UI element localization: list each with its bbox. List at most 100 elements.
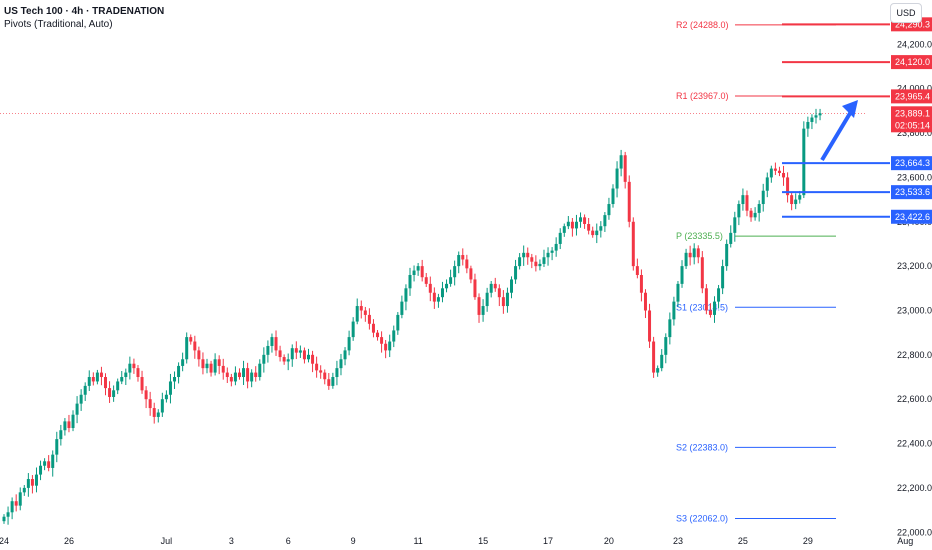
candle-body	[798, 195, 802, 200]
candle-body	[148, 399, 152, 409]
candle-body	[323, 372, 327, 380]
pivot-label-r1: R1 (23967.0)	[676, 91, 729, 101]
last-price-tag	[891, 106, 932, 133]
candle-body	[692, 248, 696, 258]
candle-body	[43, 461, 47, 466]
candle-body	[603, 215, 607, 227]
x-tick-label: 15	[478, 536, 488, 546]
candle-body	[2, 516, 6, 522]
candle-body	[189, 337, 193, 342]
x-tick-label: 6	[286, 536, 291, 546]
candle-body	[63, 421, 67, 431]
candle-body	[769, 168, 773, 178]
candle-body	[120, 377, 124, 382]
y-tick-label: 22,800.0	[897, 350, 932, 360]
candle-body	[733, 217, 737, 233]
candle-body	[794, 199, 798, 205]
candle-body	[250, 372, 254, 382]
level-price-tag	[891, 156, 932, 171]
candle-body	[704, 288, 708, 311]
candle-body	[14, 501, 18, 506]
candle-body	[355, 306, 359, 322]
candle-body	[599, 226, 603, 231]
candle-body	[319, 370, 323, 373]
last-price-label: 23,889.1	[895, 108, 930, 118]
candle-body	[10, 501, 14, 513]
candle-body	[473, 279, 477, 298]
candle-body	[631, 221, 635, 267]
y-tick-label: 23,000.0	[897, 305, 932, 315]
candle-body	[566, 221, 570, 227]
candle-body	[282, 357, 286, 362]
candle-body	[542, 257, 546, 264]
candle-body	[725, 243, 729, 267]
candle-body	[814, 115, 818, 118]
candle-body	[315, 363, 319, 371]
candle-body	[579, 217, 583, 222]
pivot-label-s3: S3 (22062.0)	[676, 514, 728, 524]
candle-body	[481, 306, 485, 315]
x-tick-label: 23	[673, 536, 683, 546]
candle-body	[619, 155, 623, 169]
candle-body	[457, 255, 461, 267]
candle-body	[648, 310, 652, 342]
level-price-tag	[891, 209, 932, 224]
candle-body	[436, 297, 440, 302]
candle-body	[388, 341, 392, 351]
candle-body	[22, 487, 26, 493]
level-price-label: 24,290.3	[895, 19, 930, 29]
candle-body	[173, 377, 177, 382]
pivot-label-s1: S1 (23014.5)	[676, 302, 728, 312]
level-price-tag	[891, 55, 932, 70]
candle-body	[713, 301, 716, 315]
candle-body	[307, 354, 310, 360]
x-tick-label: 20	[604, 536, 614, 546]
candle-body	[363, 310, 367, 315]
candle-body	[676, 283, 680, 302]
candle-body	[558, 232, 562, 244]
candle-body	[806, 121, 810, 129]
candle-body	[595, 230, 599, 236]
candle-body	[59, 430, 63, 440]
candle-body	[298, 350, 302, 353]
candle-body	[518, 257, 522, 267]
candle-body	[765, 177, 769, 191]
x-tick-label: Jul	[161, 536, 173, 546]
candle-body	[818, 113, 822, 116]
candle-body	[790, 195, 794, 205]
pivot-label-s2: S2 (22383.0)	[676, 442, 728, 452]
candle-body	[696, 248, 700, 258]
candle-body	[371, 323, 375, 333]
pivot-label-p: P (23335.5)	[676, 231, 723, 241]
candle-body	[128, 363, 132, 373]
candle-body	[465, 259, 469, 269]
candle-body	[461, 255, 465, 260]
candle-body	[530, 257, 534, 262]
candle-body	[777, 170, 781, 173]
candle-body	[810, 117, 814, 122]
candle-body	[140, 377, 144, 391]
level-price-label: 23,664.3	[895, 158, 930, 168]
candle-body	[469, 268, 473, 280]
x-tick-label: 29	[803, 536, 813, 546]
candle-body	[87, 377, 91, 386]
candle-body	[501, 297, 505, 307]
candle-body	[761, 190, 765, 205]
candle-body	[672, 301, 676, 320]
candle-countdown: 02:05:14	[895, 120, 930, 130]
candle-body	[83, 385, 87, 395]
candle-body	[79, 394, 83, 404]
currency-button[interactable]: USD	[890, 3, 922, 23]
level-price-label: 24,120.0	[895, 57, 930, 67]
candle-body	[416, 266, 420, 271]
candle-body	[424, 277, 428, 284]
candle-body	[440, 288, 444, 298]
y-tick-label: 22,200.0	[897, 483, 932, 493]
candle-body	[493, 283, 497, 289]
x-tick-label: 26	[64, 536, 74, 546]
candle-body	[30, 479, 34, 486]
candle-body	[550, 250, 554, 253]
candle-body	[95, 372, 99, 382]
